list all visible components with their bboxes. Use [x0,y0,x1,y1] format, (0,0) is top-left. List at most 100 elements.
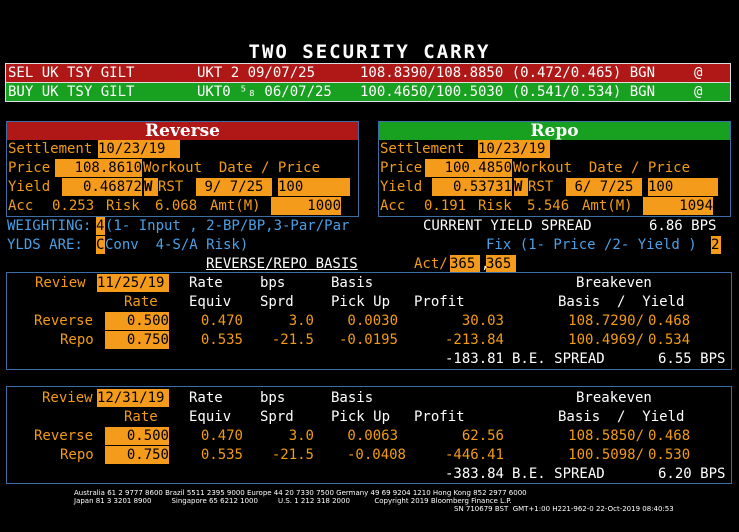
col-profit-sub: Profit [414,409,465,425]
act-label: Act/ [414,256,448,272]
be-spread-profit: -383.84 [444,466,504,482]
buy-price-quote: 100.4650/100.5030 (0.541/0.534) BGN [360,84,656,100]
repo-workout-label: Workout Date / Price [513,160,691,176]
row-reverse-rate-field[interactable]: 0.500 [105,312,169,330]
sell-at-icon: @ [694,65,703,81]
weighting-label: WEIGHTING: [7,218,92,234]
repo-price-field[interactable]: 100.4850 [425,159,512,177]
act-comma: , [481,255,489,273]
repo-yield-field[interactable]: 0.53731 [432,178,512,196]
repo-workout-type-field[interactable]: W [514,178,528,196]
col-sprd-sub: Sprd [260,294,294,310]
row-reverse-be-yield: 0.468 [648,428,691,444]
be-spread-label: B.E. SPREAD [512,466,605,482]
repo-yield-label: Yield [380,179,423,195]
row-repo-label: Repo [60,332,94,348]
col-equiv-sub: Equiv [189,409,232,425]
row-reverse-equiv: 0.470 [200,428,243,444]
col-breakeven-header: Breakeven [576,390,652,406]
row-repo-profit: -446.41 [444,447,504,463]
col-bps-header: bps [260,390,286,406]
col-rate-header: Rate [189,275,223,291]
reverse-workout-label: Workout Date / Price [143,160,321,176]
row-repo-be-basis: 100.5098/ [568,447,644,463]
ylds-label: YLDS ARE: [7,237,83,253]
review-section-2 [6,386,732,484]
row-reverse-rate-field[interactable]: 0.500 [105,427,169,445]
reverse-risk-label: Risk [106,198,140,214]
col-pickup-sub: Pick Up [331,409,391,425]
reverse-price-label: Price [8,160,51,176]
buy-security-row[interactable]: BUY UK TSY GILT UKT0 ⁵₈ 06/07/25 100.465… [5,82,731,102]
row-reverse-equiv: 0.470 [200,313,243,329]
row-repo-equiv: 0.535 [200,332,243,348]
ylds-field[interactable]: C [96,236,105,254]
footer-session-info: SN 710679 BST GMT+1:00 H221-962-0 22-Oct… [454,505,674,513]
act-days-field-1[interactable]: 365 [450,255,480,273]
page-title: TWO SECURITY CARRY [248,41,491,63]
reverse-yield-label: Yield [8,179,51,195]
row-reverse-sprd: 3.0 [288,428,314,444]
col-equiv-sub: Equiv [189,294,232,310]
reverse-settlement-label: Settlement [8,141,93,157]
row-repo-be-basis: 100.4969/ [568,332,644,348]
row-repo-rate-field[interactable]: 0.750 [105,446,169,464]
col-rate-sub: Rate [124,409,158,425]
repo-risk-value: 5.546 [527,198,570,214]
reverse-yield-field[interactable]: 0.46872 [62,178,142,196]
row-reverse-pickup: 0.0063 [347,428,398,444]
weighting-options: (1- Input , 2-BP/BP,3-Par/Par [105,218,350,234]
repo-header: Repo [379,122,730,140]
reverse-amount-field[interactable]: 1000 [271,197,341,215]
col-breakeven-header: Breakeven [576,275,652,291]
row-repo-pickup: -0.0195 [338,332,398,348]
repo-amount-field[interactable]: 1094 [643,197,713,215]
row-repo-profit: -213.84 [444,332,504,348]
row-reverse-profit: 30.03 [461,313,504,329]
buy-at-icon: @ [694,84,703,100]
reverse-workout-date-field[interactable]: 9/ 7/25 [196,178,272,196]
buy-side-label: BUY UK TSY GILT [8,84,135,100]
row-repo-pickup: -0.0408 [346,447,406,463]
footer-contacts-line-1: Australia 61 2 9777 8600 Brazil 5511 239… [74,489,527,497]
act-days-field-2[interactable]: 365 [486,255,516,273]
reverse-workout-price-field[interactable]: 100 [278,178,350,196]
review-label: Review [35,275,86,291]
be-spread-label: B.E. SPREAD [512,351,605,367]
repo-rst-label: RST [528,179,554,195]
col-basis-yield-sub: Basis / Yield [558,294,685,310]
be-spread-profit: -183.81 [444,351,504,367]
repo-amt-label: Amt(M) [582,198,633,214]
review-date-field[interactable]: 12/31/19 [97,389,169,407]
col-basis-yield-sub: Basis / Yield [558,409,685,425]
basis-title: REVERSE/REPO BASIS [206,256,358,272]
col-basis-header: Basis [331,390,374,406]
repo-workout-date-field[interactable]: 6/ 7/25 [566,178,642,196]
review-date-field[interactable]: 11/25/19 [97,274,169,292]
current-yield-spread-value: 6.86 BPS [649,218,717,234]
row-repo-equiv: 0.535 [200,447,243,463]
repo-settlement-field[interactable]: 10/23/19 [478,140,550,158]
repo-settlement-label: Settlement [380,141,465,157]
row-reverse-be-basis: 108.7290/ [568,313,644,329]
reverse-risk-value: 6.068 [155,198,198,214]
repo-workout-price-field[interactable]: 100 [648,178,718,196]
fix-field[interactable]: 2 [711,236,721,254]
reverse-settlement-field[interactable]: 10/23/19 [98,140,180,158]
col-rate-sub: Rate [124,294,158,310]
reverse-price-field[interactable]: 108.8610 [55,159,142,177]
col-pickup-sub: Pick Up [331,294,391,310]
col-basis-header: Basis [331,275,374,291]
row-repo-rate-field[interactable]: 0.750 [105,331,169,349]
row-reverse-sprd: 3.0 [288,313,314,329]
row-repo-be-yield: 0.534 [648,332,691,348]
repo-acc-label: Acc [380,198,406,214]
row-reverse-label: Reverse [34,313,94,329]
weighting-field[interactable]: 4 [96,217,105,235]
row-repo-sprd: -21.5 [271,332,314,348]
sell-price-quote: 108.8390/108.8850 (0.472/0.465) BGN [360,65,656,81]
reverse-workout-type-field[interactable]: W [144,178,158,196]
repo-price-label: Price [380,160,423,176]
ylds-options: Conv 4-S/A Risk) [105,237,249,253]
sell-security-row[interactable]: SEL UK TSY GILT UKT 2 09/07/25 108.8390/… [5,63,731,83]
